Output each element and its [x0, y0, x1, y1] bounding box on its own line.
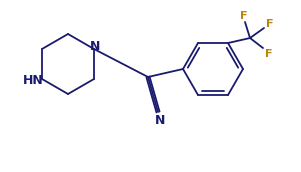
- Text: HN: HN: [23, 73, 43, 87]
- Text: F: F: [240, 11, 248, 21]
- Text: N: N: [90, 40, 100, 52]
- Text: N: N: [155, 114, 165, 126]
- Text: F: F: [266, 19, 274, 29]
- Text: F: F: [265, 49, 273, 59]
